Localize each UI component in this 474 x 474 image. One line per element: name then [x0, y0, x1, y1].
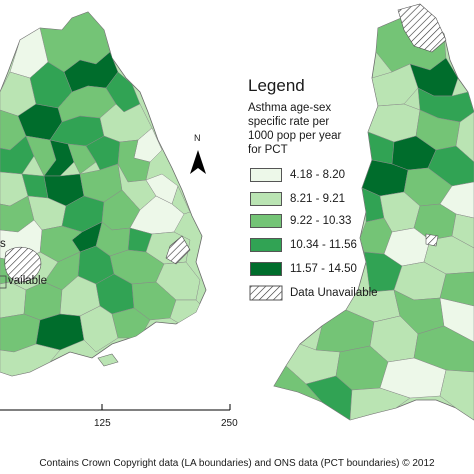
left-unavailable-east — [165, 235, 191, 265]
legend-class-label: 4.18 - 8.20 — [290, 169, 345, 181]
legend-swatch — [250, 168, 282, 182]
legend-swatch — [250, 262, 282, 276]
right-england-map — [273, 3, 474, 421]
legend-subtitle-line: for PCT — [248, 144, 288, 156]
legend-class-label: 11.57 - 14.50 — [290, 263, 357, 275]
legend-subtitle-line: Asthma age-sex — [248, 102, 332, 114]
legend-title: Legend — [248, 76, 305, 95]
legend-class-5: 11.57 - 14.50 — [250, 262, 450, 277]
north-label: N — [194, 133, 201, 143]
legend-class-4: 10.34 - 11.56 — [250, 238, 450, 253]
left-inset-unavailable-fragment: vailable — [8, 275, 47, 287]
isle-of-wight — [97, 353, 119, 367]
scale-tick-label: 125 — [94, 418, 111, 429]
left-inset-fragment: s — [0, 238, 6, 250]
scale-tick-label: 250 — [221, 418, 238, 429]
legend-class-2: 8.21 - 9.21 — [250, 192, 450, 207]
legend-subtitle-line: specific rate per — [248, 116, 330, 128]
legend-class-3: 9.22 - 10.33 — [250, 214, 450, 229]
left-england-map — [0, 11, 207, 377]
legend-class-label: 9.22 - 10.33 — [290, 215, 352, 227]
right-unavailable-north — [397, 3, 447, 53]
left-unavailable-swatch — [4, 246, 42, 283]
legend-swatch — [250, 192, 282, 206]
legend-unavailable-row: Data Unavailable — [250, 286, 450, 301]
legend-unavailable-label: Data Unavailable — [290, 287, 378, 299]
legend-class-1: 4.18 - 8.20 — [250, 168, 450, 183]
legend-swatch — [250, 238, 282, 252]
legend-unavailable-swatch — [249, 285, 283, 301]
copyright-credit: Contains Crown Copyright data (LA bounda… — [39, 458, 435, 469]
legend-class-label: 10.34 - 11.56 — [290, 239, 357, 251]
legend-subtitle: Asthma age-sex specific rate per 1000 po… — [248, 101, 358, 157]
legend-subtitle-line: 1000 pop per year — [248, 130, 342, 142]
legend-class-label: 8.21 - 9.21 — [290, 193, 345, 205]
north-arrow-icon — [190, 150, 206, 174]
right-unavailable-small — [425, 233, 439, 247]
scale-bar — [0, 404, 231, 411]
left-inset-legend — [0, 246, 42, 289]
left-inset-swatch-frame — [0, 275, 7, 289]
legend-swatch — [250, 214, 282, 228]
